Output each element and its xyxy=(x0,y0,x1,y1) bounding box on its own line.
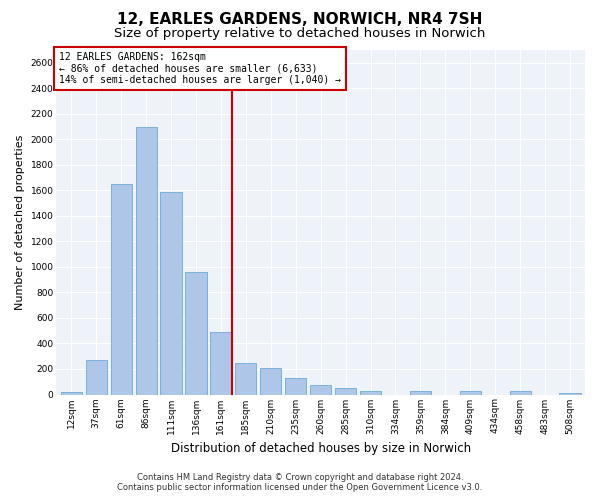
Bar xyxy=(235,362,256,394)
Text: Contains HM Land Registry data © Crown copyright and database right 2024.
Contai: Contains HM Land Registry data © Crown c… xyxy=(118,473,482,492)
Bar xyxy=(460,392,481,394)
Bar xyxy=(110,184,132,394)
X-axis label: Distribution of detached houses by size in Norwich: Distribution of detached houses by size … xyxy=(170,442,471,455)
Y-axis label: Number of detached properties: Number of detached properties xyxy=(15,134,25,310)
Bar xyxy=(360,392,381,394)
Bar xyxy=(61,392,82,394)
Bar xyxy=(509,392,531,394)
Bar xyxy=(185,272,206,394)
Text: Size of property relative to detached houses in Norwich: Size of property relative to detached ho… xyxy=(115,28,485,40)
Bar xyxy=(559,392,581,394)
Text: 12 EARLES GARDENS: 162sqm
← 86% of detached houses are smaller (6,633)
14% of se: 12 EARLES GARDENS: 162sqm ← 86% of detac… xyxy=(59,52,341,85)
Bar xyxy=(260,368,281,394)
Bar xyxy=(410,392,431,394)
Bar xyxy=(335,388,356,394)
Bar xyxy=(86,360,107,394)
Bar xyxy=(310,385,331,394)
Bar xyxy=(211,332,232,394)
Bar xyxy=(160,192,182,394)
Text: 12, EARLES GARDENS, NORWICH, NR4 7SH: 12, EARLES GARDENS, NORWICH, NR4 7SH xyxy=(118,12,482,28)
Bar xyxy=(285,378,307,394)
Bar xyxy=(136,126,157,394)
